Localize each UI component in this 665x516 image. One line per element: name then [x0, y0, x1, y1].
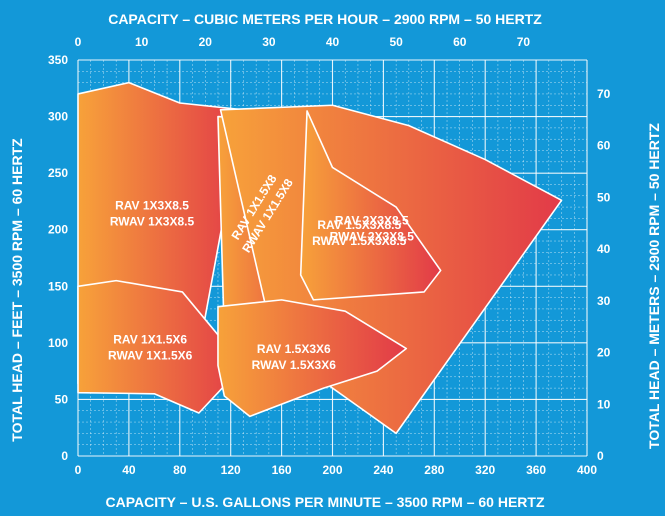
region-label: RWAV 1X1.5X6: [108, 348, 193, 362]
region-label-group: RAV 1X1.5X6 RWAV 1X1.5X6: [108, 332, 193, 362]
region-label: RWAV 1X3X8.5: [110, 214, 195, 228]
performance-regions: [77, 81, 563, 435]
region-label: RWAV 1.5X3X6: [252, 358, 337, 372]
x-tick-label-gpm: 360: [526, 463, 546, 477]
x-tick-label-m3h: 40: [326, 35, 340, 49]
region-label: RAV 2X3X8.5: [335, 213, 409, 227]
x-tick-label-m3h: 50: [389, 35, 403, 49]
y-tick-label-meters: 70: [597, 87, 611, 101]
region-label: RAV 1.5X3X8.5: [317, 218, 401, 232]
left-axis-title: TOTAL HEAD – FEET – 3500 RPM – 60 HERTZ: [9, 138, 25, 442]
x-tick-label-m3h: 10: [135, 35, 149, 49]
y-tick-label-feet: 150: [48, 279, 68, 293]
y-tick-label-feet: 50: [55, 392, 69, 406]
region-label: RAV 1X3X8.5: [115, 198, 189, 212]
y-tick-label-meters: 30: [597, 294, 611, 308]
y-tick-label-meters: 60: [597, 139, 611, 153]
region-label-group: RAV 1X3X8.5 RWAV 1X3X8.5: [110, 198, 195, 228]
right-axis-title: TOTAL HEAD – METERS – 2900 RPM – 50 HERT…: [646, 123, 662, 449]
region-4: [299, 110, 442, 301]
y-tick-label-feet: 0: [61, 449, 68, 463]
top-axis-title: CAPACITY – CUBIC METERS PER HOUR – 2900 …: [108, 11, 542, 27]
bottom-axis-title: CAPACITY – U.S. GALLONS PER MINUTE – 350…: [105, 494, 544, 510]
x-tick-label-gpm: 200: [322, 463, 342, 477]
region-5: [77, 279, 245, 414]
y-tick-label-meters: 0: [597, 449, 604, 463]
y-tick-label-feet: 350: [48, 53, 68, 67]
y-tick-label-meters: 40: [597, 242, 611, 256]
region-label-group: RAV 1.5X3X6 RWAV 1.5X3X6: [252, 342, 337, 372]
x-tick-label-m3h: 60: [453, 35, 467, 49]
region-label-group: RAV 2X3X8.5 RWAV 2X3X8.5: [330, 213, 415, 243]
y-tick-label-feet: 300: [48, 110, 68, 124]
x-tick-label-gpm: 40: [122, 463, 136, 477]
y-tick-label-meters: 10: [597, 397, 611, 411]
x-tick-label-gpm: 280: [424, 463, 444, 477]
region-6: [217, 299, 408, 418]
x-tick-label-gpm: 160: [272, 463, 292, 477]
x-tick-label-m3h: 20: [199, 35, 213, 49]
region-label: RAV 1.5X3X6: [257, 342, 331, 356]
region-label: RAV 1X1.5X6: [113, 332, 187, 346]
x-tick-label-m3h: 30: [262, 35, 276, 49]
y-tick-label-feet: 100: [48, 336, 68, 350]
x-tick-label-gpm: 320: [475, 463, 495, 477]
y-tick-label-feet: 200: [48, 223, 68, 237]
x-tick-label-gpm: 240: [373, 463, 393, 477]
region-label: RWAV 2X3X8.5: [330, 229, 415, 243]
x-tick-label-m3h: 70: [517, 35, 531, 49]
x-tick-label-gpm: 400: [577, 463, 597, 477]
region-label-group: RAV 1.5X3X8.5 RWAV 1.5X3X8.5: [312, 218, 407, 248]
y-tick-label-meters: 50: [597, 190, 611, 204]
region-label: RWAV 1.5X3X8.5: [312, 234, 407, 248]
x-tick-label-gpm: 120: [221, 463, 241, 477]
x-tick-label-gpm: 0: [75, 463, 82, 477]
y-tick-label-meters: 20: [597, 346, 611, 360]
x-tick-label-gpm: 80: [173, 463, 187, 477]
x-tick-label-m3h: 0: [75, 35, 82, 49]
y-tick-label-feet: 250: [48, 166, 68, 180]
